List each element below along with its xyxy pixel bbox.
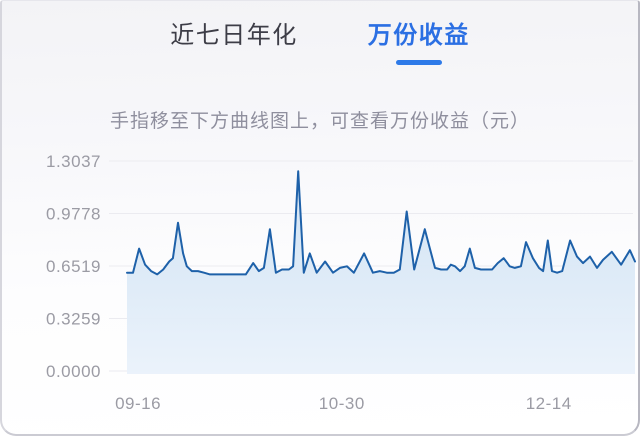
area-fill (127, 171, 635, 374)
y-axis-tick-label: 0.3259 (46, 310, 101, 329)
x-axis-tick-label: 12-14 (526, 394, 572, 413)
tab-seven-day-annualized[interactable]: 近七日年化 (170, 21, 298, 65)
active-tab-indicator (395, 60, 442, 65)
tab-per-ten-thousand-earnings[interactable]: 万份收益 (368, 21, 470, 65)
tab-bar: 近七日年化 万份收益 (2, 21, 638, 65)
series-layer (126, 170, 636, 374)
y-axis-tick-label: 0.0000 (46, 362, 101, 381)
x-axis-tick-label: 10-30 (319, 394, 365, 413)
y-axis-tick-label: 0.9778 (46, 205, 101, 224)
y-axis-tick-label: 1.3037 (46, 152, 101, 171)
x-axis-tick-label: 09-16 (115, 394, 161, 413)
tab-seven-day-annualized-label: 近七日年化 (170, 22, 298, 49)
axis-label-layer: 1.3037 0.9778 0.6519 0.3259 0.0000 09-16 10-30… (46, 152, 572, 413)
tab-per-ten-thousand-earnings-label: 万份收益 (367, 22, 470, 49)
chart-hint-text: 手指移至下方曲线图上，可查看万份收益（元） (109, 111, 530, 132)
y-axis-tick-label: 0.6519 (46, 257, 101, 276)
earnings-line (126, 170, 636, 276)
